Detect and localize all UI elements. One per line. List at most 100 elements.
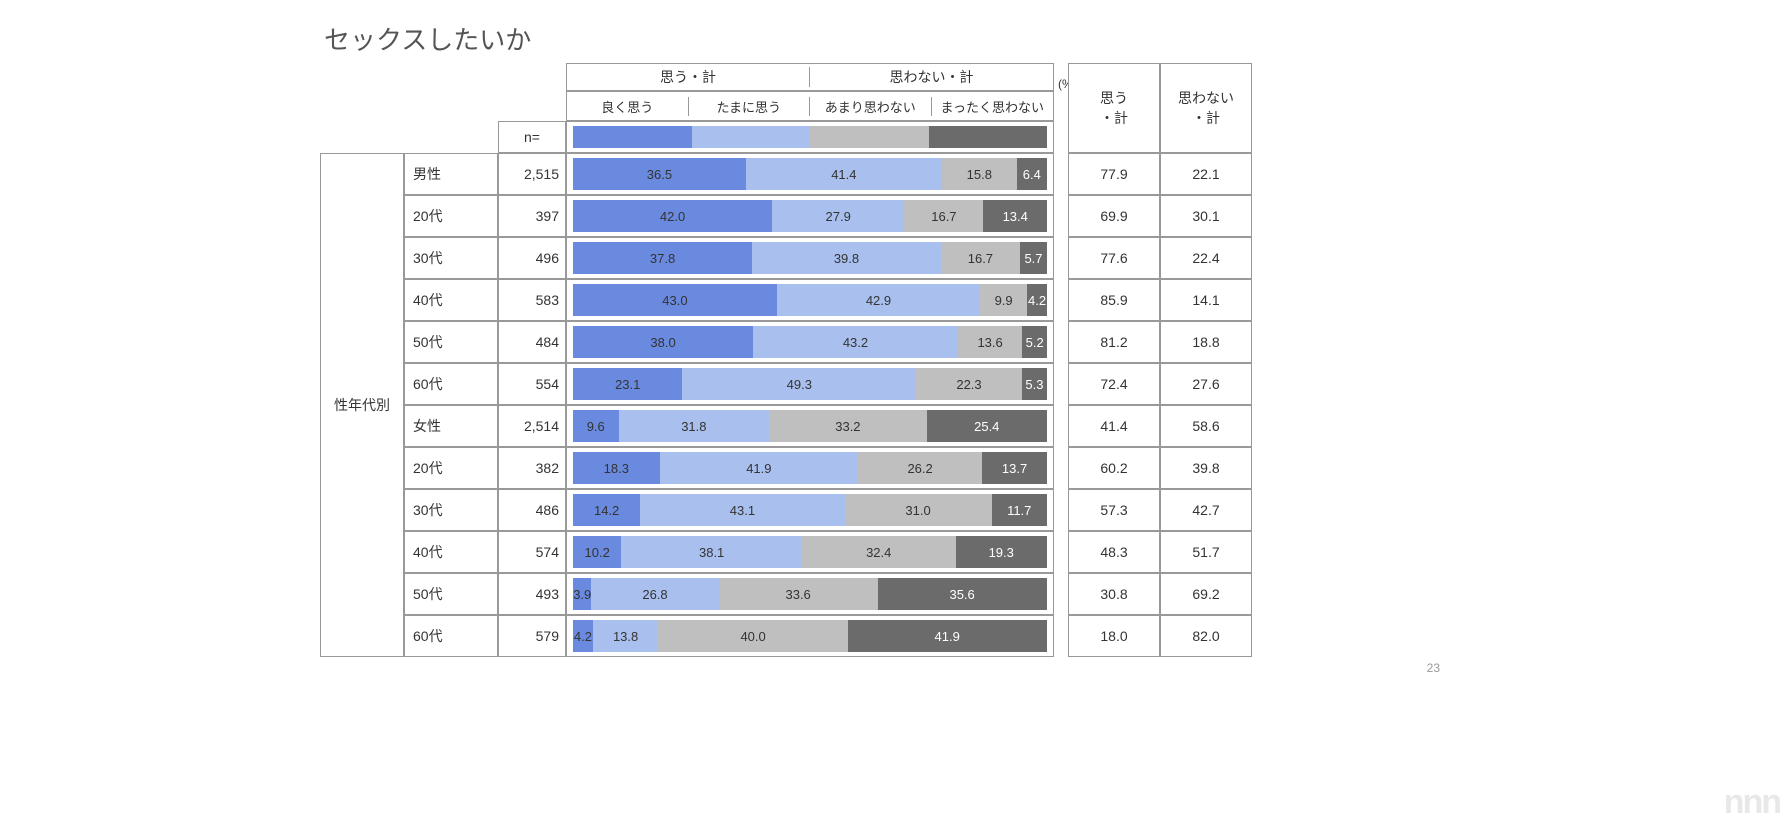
row-sum-think: 30.8 <box>1068 573 1160 615</box>
spacer <box>1054 237 1068 279</box>
spacer <box>1054 321 1068 363</box>
spacer <box>1054 195 1068 237</box>
spacer <box>1054 573 1068 615</box>
bar-segment: 41.9 <box>848 620 1047 652</box>
row-n: 554 <box>498 363 566 405</box>
bar-segment: 42.9 <box>777 284 980 316</box>
row-n: 2,514 <box>498 405 566 447</box>
row-label: 40代 <box>404 279 498 321</box>
header-spacer-2 <box>320 91 566 121</box>
spacer <box>1054 531 1068 573</box>
bar-segment: 27.9 <box>772 200 904 232</box>
row-sum-not-think: 22.1 <box>1160 153 1252 195</box>
summary-header-not-think: 思わない・計 <box>1160 63 1252 153</box>
row-label: 40代 <box>404 531 498 573</box>
bar-segment: 14.2 <box>573 494 640 526</box>
row-bar: 36.541.415.86.4 <box>566 153 1054 195</box>
bar-segment: 38.1 <box>621 536 802 568</box>
spacer <box>1054 363 1068 405</box>
row-sum-not-think: 69.2 <box>1160 573 1252 615</box>
row-sum-think: 85.9 <box>1068 279 1160 321</box>
header-spacer-3 <box>320 121 498 153</box>
row-sum-not-think: 22.4 <box>1160 237 1252 279</box>
bar-segment: 9.9 <box>980 284 1027 316</box>
row-sum-not-think: 39.8 <box>1160 447 1252 489</box>
row-label: 20代 <box>404 195 498 237</box>
bar-segment: 4.2 <box>573 620 593 652</box>
row-bar: 38.043.213.65.2 <box>566 321 1054 363</box>
row-label: 女性 <box>404 405 498 447</box>
bar-segment: 49.3 <box>682 368 916 400</box>
row-bar: 14.243.131.011.7 <box>566 489 1054 531</box>
bar-segment: 33.2 <box>769 410 926 442</box>
bar-segment: 13.8 <box>593 620 658 652</box>
bar-segment: 23.1 <box>573 368 682 400</box>
unit-label: (%) <box>1054 63 1068 91</box>
chart-grid: 思う・計思わない・計(%)思う・計思わない・計良く思うたまに思うあまり思わないま… <box>320 63 1320 657</box>
bar-segment: 5.2 <box>1022 326 1047 358</box>
bar-segment: 13.4 <box>983 200 1047 232</box>
bar-segment: 25.4 <box>927 410 1047 442</box>
spacer <box>1054 447 1068 489</box>
row-sum-not-think: 14.1 <box>1160 279 1252 321</box>
spacer <box>1054 489 1068 531</box>
row-bar: 4.213.840.041.9 <box>566 615 1054 657</box>
row-bar: 42.027.916.713.4 <box>566 195 1054 237</box>
bar-segment: 16.7 <box>941 242 1020 274</box>
row-n: 496 <box>498 237 566 279</box>
spacer <box>1054 615 1068 657</box>
header-spacer <box>320 63 566 91</box>
bar-segment: 26.8 <box>591 578 718 610</box>
bar-segment: 26.2 <box>858 452 982 484</box>
row-bar: 9.631.833.225.4 <box>566 405 1054 447</box>
bar-segment: 43.0 <box>573 284 777 316</box>
chart-container: セックスしたいか 思う・計思わない・計(%)思う・計思わない・計良く思うたまに思… <box>320 20 1320 657</box>
bar-segment: 39.8 <box>752 242 941 274</box>
bar-segment: 38.0 <box>573 326 753 358</box>
group-header: 性年代別 <box>320 153 404 657</box>
row-bar: 18.341.926.213.7 <box>566 447 1054 489</box>
bar-segment: 31.8 <box>619 410 770 442</box>
row-sum-think: 18.0 <box>1068 615 1160 657</box>
summary-header-think: 思う・計 <box>1068 63 1160 153</box>
row-n: 583 <box>498 279 566 321</box>
bar-segment: 5.7 <box>1020 242 1047 274</box>
row-n: 579 <box>498 615 566 657</box>
row-n: 574 <box>498 531 566 573</box>
bar-segment: 18.3 <box>573 452 660 484</box>
bar-segment: 41.4 <box>746 158 942 190</box>
spacer <box>1054 153 1068 195</box>
row-sum-think: 60.2 <box>1068 447 1160 489</box>
row-label: 50代 <box>404 573 498 615</box>
bar-segment: 4.2 <box>1027 284 1047 316</box>
bar-segment: 31.0 <box>845 494 992 526</box>
bar-segment: 15.8 <box>942 158 1017 190</box>
bar-segment: 22.3 <box>916 368 1022 400</box>
row-n: 397 <box>498 195 566 237</box>
row-sum-think: 48.3 <box>1068 531 1160 573</box>
row-sum-not-think: 42.7 <box>1160 489 1252 531</box>
spacer <box>1054 121 1068 153</box>
row-n: 493 <box>498 573 566 615</box>
row-sum-not-think: 58.6 <box>1160 405 1252 447</box>
bar-segment: 33.6 <box>719 578 878 610</box>
row-sum-think: 77.6 <box>1068 237 1160 279</box>
bar-segment: 32.4 <box>802 536 956 568</box>
row-sum-not-think: 18.8 <box>1160 321 1252 363</box>
bar-segment: 37.8 <box>573 242 752 274</box>
row-sum-think: 57.3 <box>1068 489 1160 531</box>
bar-segment: 13.7 <box>982 452 1047 484</box>
row-sum-not-think: 82.0 <box>1160 615 1252 657</box>
row-n: 2,515 <box>498 153 566 195</box>
row-label: 60代 <box>404 615 498 657</box>
row-bar: 37.839.816.75.7 <box>566 237 1054 279</box>
row-label: 50代 <box>404 321 498 363</box>
bar-segment: 19.3 <box>956 536 1047 568</box>
n-label: n= <box>498 121 566 153</box>
bar-segment: 16.7 <box>904 200 983 232</box>
bar-segment: 42.0 <box>573 200 772 232</box>
bar-segment: 10.2 <box>573 536 621 568</box>
row-n: 484 <box>498 321 566 363</box>
row-bar: 3.926.833.635.6 <box>566 573 1054 615</box>
spacer <box>1054 91 1068 121</box>
